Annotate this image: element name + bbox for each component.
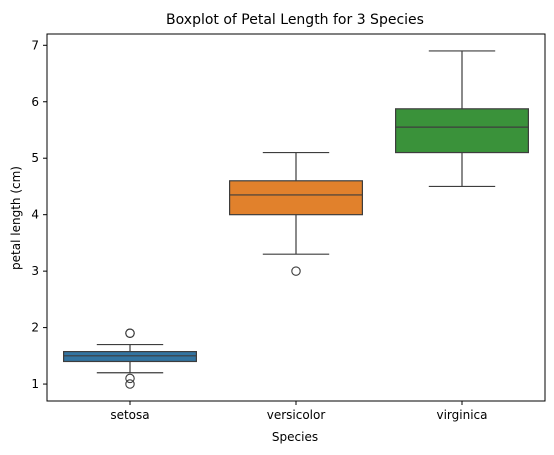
outlier-point: [291, 266, 301, 276]
boxes-group: [62, 50, 530, 389]
box-setosa: [62, 328, 198, 389]
y-tick-label: 4: [31, 208, 39, 222]
outlier-point: [125, 379, 135, 389]
y-axis-label: petal length (cm): [9, 166, 23, 270]
box-virginica: [395, 50, 530, 188]
y-tick-label: 5: [31, 151, 39, 165]
iqr-box: [62, 350, 198, 363]
iqr-box: [395, 108, 530, 154]
outlier-point: [125, 373, 135, 384]
x-tick-label: virginica: [437, 408, 488, 422]
x-axis-label: Species: [272, 430, 318, 444]
x-axis: setosa versicolor virginica: [110, 401, 488, 422]
iqr-box: [229, 180, 364, 216]
y-tick-label: 7: [31, 38, 39, 52]
x-tick-label: setosa: [110, 408, 149, 422]
y-tick-label: 6: [31, 95, 39, 109]
outlier-point: [125, 328, 135, 338]
y-axis: 1 2 3 4 5 6 7: [31, 38, 47, 391]
box-versicolor: [229, 151, 364, 276]
chart-title: Boxplot of Petal Length for 3 Species: [166, 12, 424, 28]
y-tick-label: 1: [31, 377, 39, 391]
y-tick-label: 2: [31, 321, 39, 335]
y-tick-label: 3: [31, 264, 39, 278]
x-tick-label: versicolor: [267, 408, 326, 422]
